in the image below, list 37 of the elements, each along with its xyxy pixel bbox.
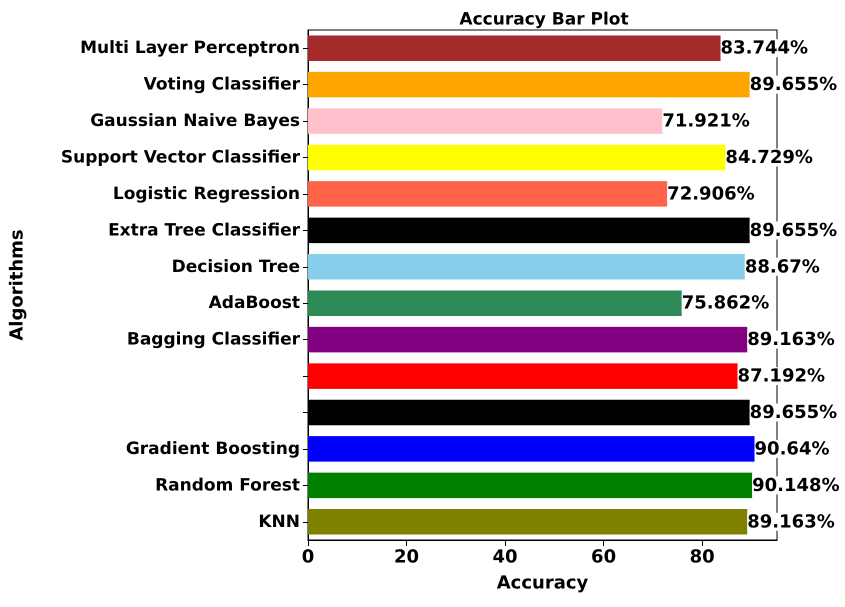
y-tick-label: Multi Layer Perceptron — [80, 38, 300, 58]
data-label: 89.163% — [747, 511, 835, 532]
bar — [308, 290, 682, 316]
data-label: 89.655% — [750, 402, 838, 423]
data-label: 83.744% — [720, 38, 808, 59]
y-tick-label: Extra Tree Classifier — [108, 220, 301, 240]
x-tick-label: 20 — [394, 546, 420, 568]
y-tick-label: Logistic Regression — [112, 184, 300, 204]
y-axis-title: Algorithms — [6, 229, 28, 341]
x-tick-label: 0 — [302, 546, 314, 568]
bar — [308, 181, 668, 207]
bar — [308, 108, 662, 134]
x-tick-label: 80 — [690, 546, 715, 568]
data-label: 88.67% — [744, 256, 820, 278]
chart-title: Accuracy Bar Plot — [459, 10, 629, 30]
y-tick-label: Voting Classifier — [144, 74, 301, 95]
x-axis-title: Accuracy — [496, 572, 589, 594]
data-label: 89.655% — [750, 220, 838, 241]
data-label: 71.921% — [662, 110, 750, 132]
y-tick-label: Support Vector Classifier — [60, 148, 301, 168]
data-label: 84.729% — [725, 147, 813, 168]
y-tick-label: Bagging Classifier — [126, 330, 301, 350]
data-label: 90.148% — [752, 474, 840, 496]
data-label: 87.192% — [738, 366, 826, 387]
data-label: 75.862% — [682, 292, 770, 314]
data-label: 89.655% — [750, 74, 838, 96]
y-tick-label: Decision Tree — [172, 256, 300, 277]
data-label: 90.64% — [754, 438, 830, 460]
x-tick-label: 60 — [591, 546, 616, 568]
x-tick-label: 40 — [492, 546, 518, 568]
y-tick-label: Gradient Boosting — [126, 438, 300, 459]
y-tick-label: Random Forest — [155, 475, 300, 496]
data-label: 89.163% — [747, 329, 835, 350]
y-tick-label: Gaussian Naive Bayes — [90, 111, 300, 132]
y-tick-label: AdaBoost — [208, 293, 300, 314]
data-label: 72.906% — [667, 183, 755, 204]
y-tick-label: KNN — [258, 512, 300, 532]
